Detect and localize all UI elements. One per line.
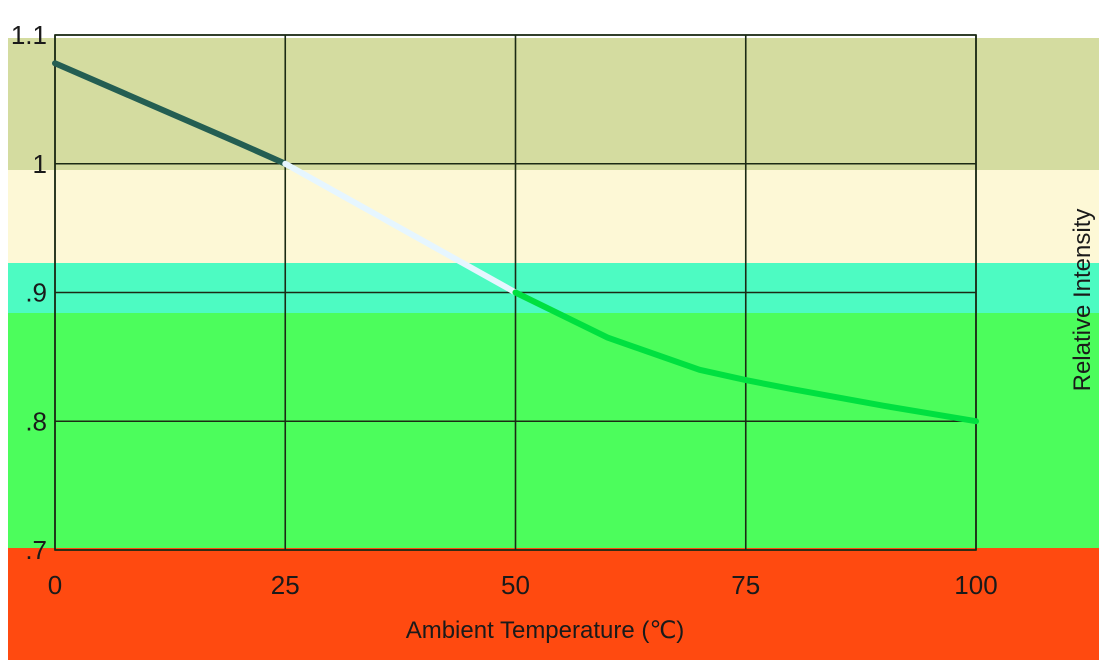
y-tick-labels: .7 .8 .9 1 1.1 bbox=[11, 20, 47, 565]
x-tick-labels: 0 25 50 75 100 bbox=[48, 570, 998, 600]
plot-border bbox=[54, 34, 977, 551]
x-tick-label: 100 bbox=[954, 570, 997, 600]
background-band bbox=[8, 263, 1099, 313]
x-tick-label: 0 bbox=[48, 570, 62, 600]
data-series bbox=[52, 60, 979, 425]
y-tick-label: .9 bbox=[25, 278, 47, 308]
series-line bbox=[512, 289, 979, 425]
plot-frame bbox=[54, 34, 977, 551]
series-line bbox=[52, 60, 289, 167]
y-tick-label: .8 bbox=[25, 406, 47, 436]
x-tick-label: 25 bbox=[271, 570, 300, 600]
y-tick-label: .7 bbox=[25, 535, 47, 565]
series-line bbox=[282, 160, 519, 296]
x-tick-label: 50 bbox=[501, 570, 530, 600]
background-band bbox=[8, 548, 1099, 632]
y-tick-label: 1.1 bbox=[11, 20, 47, 50]
x-axis-label: Ambient Temperature (℃) bbox=[406, 617, 685, 644]
background-band bbox=[8, 170, 1099, 263]
background-bands bbox=[8, 38, 1099, 660]
y-tick-label: 1 bbox=[33, 149, 47, 179]
background-band bbox=[8, 38, 1099, 170]
background-band bbox=[8, 632, 1099, 660]
y-axis-label: Relative Intensity bbox=[1069, 209, 1096, 392]
x-tick-label: 75 bbox=[731, 570, 760, 600]
